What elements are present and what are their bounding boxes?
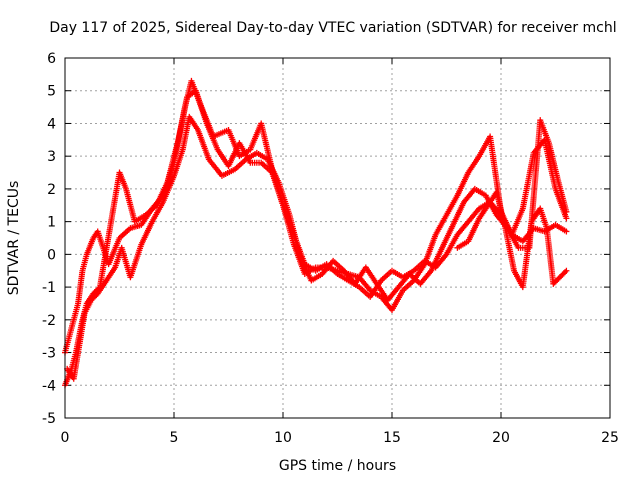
series-track-B	[62, 87, 570, 389]
series-track-D	[454, 189, 570, 291]
x-tick-label: 5	[170, 430, 179, 446]
chart-title: Day 117 of 2025, Sidereal Day-to-day VTE…	[49, 20, 616, 36]
y-tick-label: 5	[47, 84, 56, 100]
x-tick-label: 15	[383, 430, 401, 446]
x-axis-label: GPS time / hours	[279, 458, 396, 474]
x-tick-label: 25	[601, 430, 619, 446]
y-tick-label: 1	[47, 215, 56, 231]
y-tick-label: -3	[42, 346, 56, 362]
data-point	[563, 208, 570, 215]
y-tick-label: 3	[47, 149, 56, 165]
y-tick-label: 4	[47, 116, 56, 132]
y-tick-label: 2	[47, 182, 56, 198]
data-point	[563, 228, 570, 235]
data-point	[563, 267, 570, 274]
data-point	[562, 269, 569, 276]
plot-frame	[64, 57, 611, 419]
x-tick-label: 20	[492, 430, 510, 446]
y-tick-label: 0	[47, 247, 56, 263]
x-tick-label: 0	[61, 430, 70, 446]
plot-area	[62, 77, 570, 389]
y-tick-label: -2	[42, 313, 56, 329]
data-point	[563, 215, 570, 222]
x-tick-label: 10	[274, 430, 292, 446]
axis-tick-labels: 0 5 10 15 20 25 -5 -4 -3 -2 -1 0 1 2 3 4 5 6	[42, 51, 619, 446]
y-tick-label: -1	[42, 280, 56, 296]
y-tick-label: -5	[42, 411, 56, 427]
y-axis-label: SDTVAR / TECUs	[6, 181, 22, 296]
grid	[65, 58, 610, 418]
y-tick-label: -4	[42, 378, 56, 394]
y-tick-label: 6	[47, 51, 56, 67]
